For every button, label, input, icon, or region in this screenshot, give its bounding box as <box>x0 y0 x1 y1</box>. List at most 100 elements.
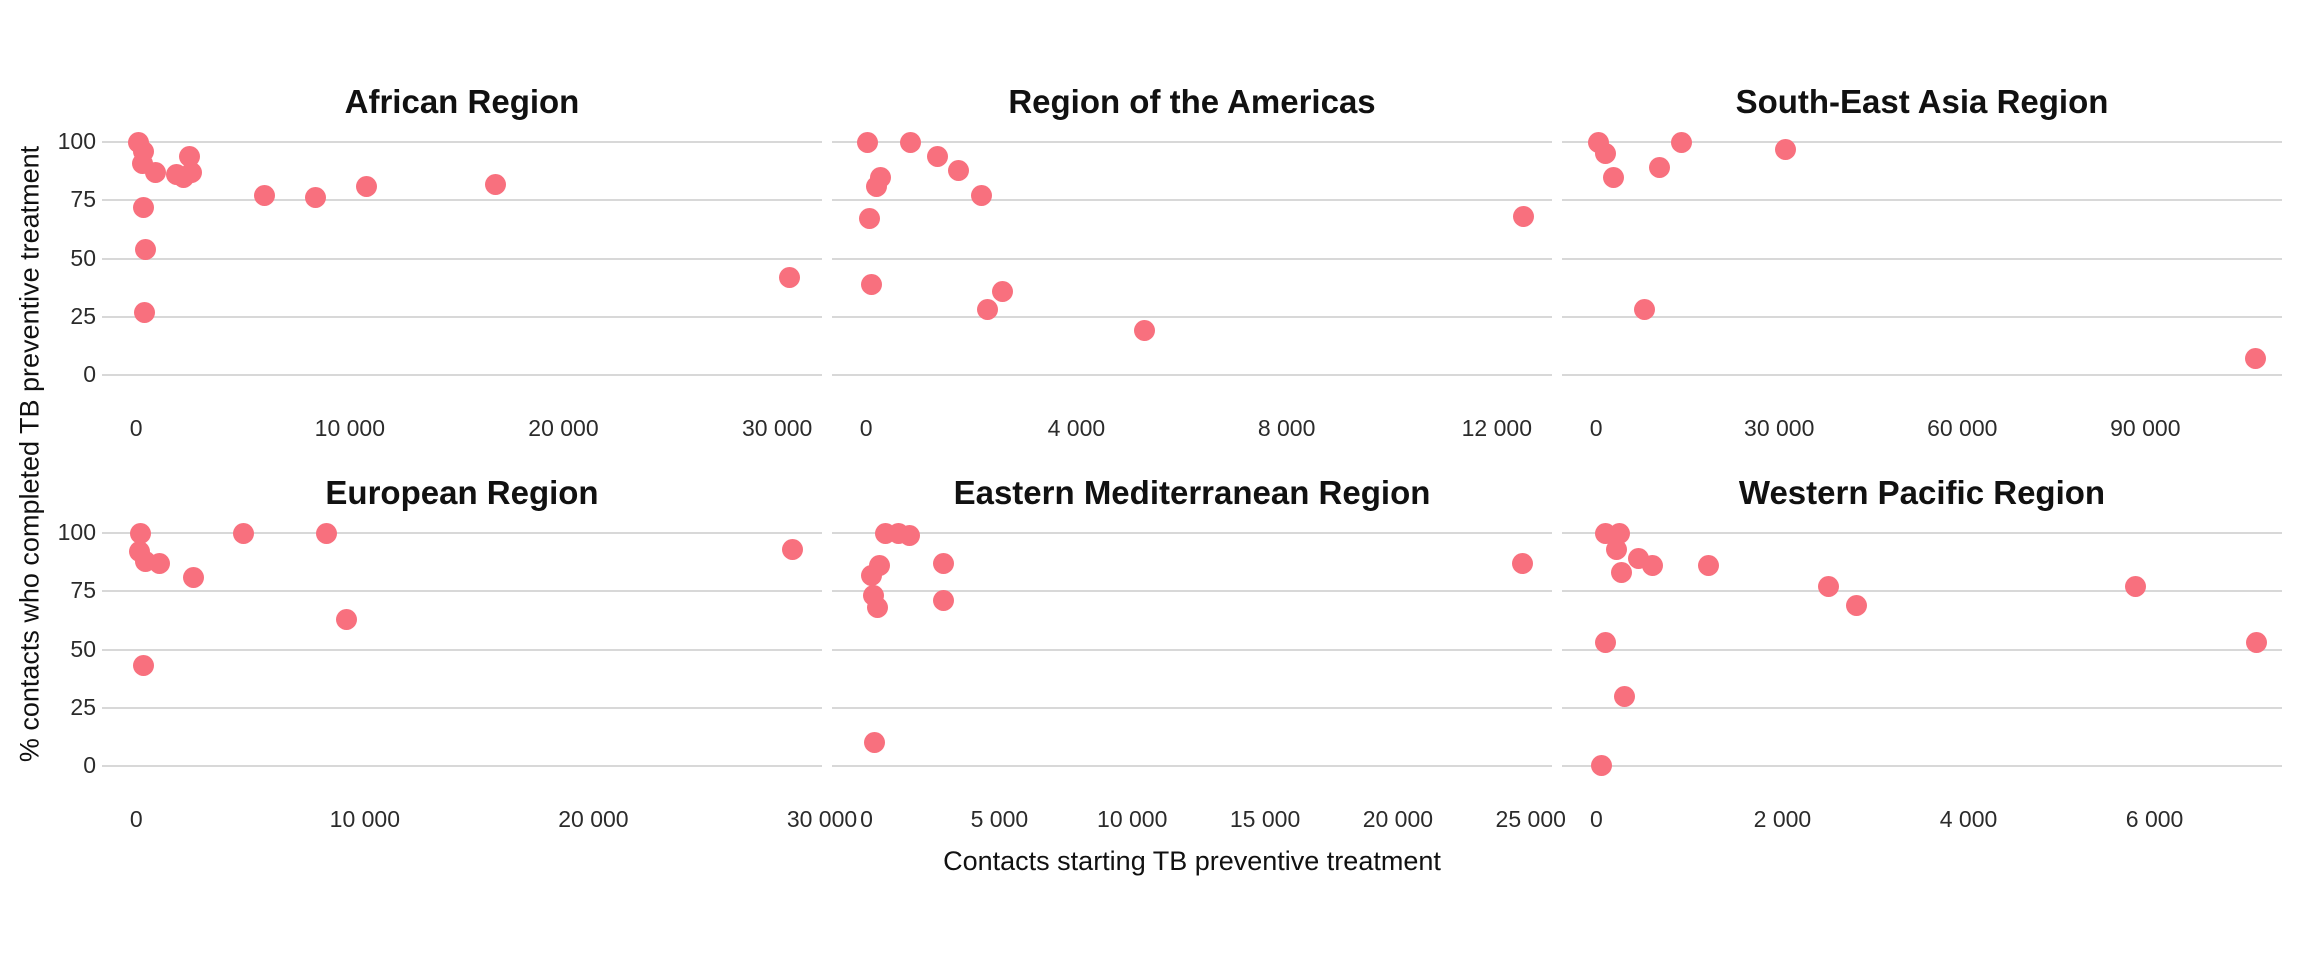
data-point <box>130 522 152 544</box>
data-point <box>253 185 275 207</box>
data-point <box>861 564 883 586</box>
data-point <box>1671 131 1693 153</box>
y-gridline <box>1562 648 2282 651</box>
x-tick-label: 0 <box>129 415 143 441</box>
facet-title: Western Pacific Region <box>1738 474 2106 511</box>
facet-title: Region of the Americas <box>1008 83 1376 120</box>
y-tick-label: 25 <box>70 693 96 720</box>
x-tick-label: 10 000 <box>329 806 401 832</box>
data-point <box>992 280 1014 302</box>
data-point <box>233 522 255 544</box>
data-point <box>484 173 506 195</box>
data-point <box>1602 166 1624 188</box>
x-tick-label: 30 000 <box>786 806 858 832</box>
x-tick-label: 30 000 <box>741 415 813 441</box>
data-point <box>1594 143 1616 165</box>
data-point <box>933 590 955 612</box>
data-point <box>1512 552 1534 574</box>
data-point <box>781 538 803 560</box>
data-point <box>148 552 170 574</box>
y-gridline <box>832 141 1552 144</box>
y-gridline <box>102 257 822 260</box>
data-point <box>857 131 879 153</box>
data-point <box>134 301 156 323</box>
y-gridline <box>102 590 822 593</box>
data-point <box>866 175 888 197</box>
y-gridline <box>832 706 1552 709</box>
facet-title: African Region <box>344 83 580 120</box>
y-gridline <box>1562 373 2282 376</box>
data-point <box>859 208 881 230</box>
data-point <box>2246 632 2268 654</box>
y-gridline <box>832 532 1552 535</box>
y-tick-label: 0 <box>83 360 96 387</box>
y-tick-label: 100 <box>57 519 96 546</box>
data-point <box>1634 299 1656 321</box>
x-tick-label: 0 <box>860 806 873 832</box>
x-tick-label: 8 000 <box>1257 415 1316 441</box>
data-point <box>1697 555 1719 577</box>
x-tick-label: 0 <box>1590 806 1603 832</box>
data-point <box>779 266 801 288</box>
data-point <box>1818 576 1840 598</box>
data-point <box>1774 138 1796 160</box>
y-tick-label: 75 <box>70 186 96 213</box>
y-tick-label: 25 <box>70 302 96 329</box>
x-tick-label: 10 000 <box>314 415 386 441</box>
y-gridline <box>102 764 822 767</box>
y-gridline <box>1562 199 2282 202</box>
y-axis-title: % contacts who completed TB preventive t… <box>14 145 45 763</box>
x-tick-label: 12 000 <box>1461 415 1532 441</box>
data-point <box>933 552 955 574</box>
x-tick-label: 15 000 <box>1229 806 1301 832</box>
x-tick-label: 20 000 <box>558 806 629 832</box>
x-tick-label: 10 000 <box>1097 806 1168 832</box>
x-tick-label: 4 000 <box>1047 415 1106 441</box>
y-gridline <box>102 141 822 144</box>
y-tick-label: 100 <box>57 128 96 155</box>
data-point <box>132 655 154 677</box>
data-point <box>866 597 888 619</box>
data-point <box>135 238 157 260</box>
y-tick-label: 50 <box>70 635 96 662</box>
facet-title: South-East Asia Region <box>1735 83 2109 120</box>
y-gridline <box>1562 590 2282 593</box>
data-point <box>2244 348 2266 370</box>
data-point <box>1649 157 1671 179</box>
y-gridline <box>832 648 1552 651</box>
data-point <box>179 145 201 167</box>
data-point <box>861 273 883 295</box>
y-gridline <box>832 199 1552 202</box>
data-point <box>305 187 327 209</box>
data-point <box>1606 538 1628 560</box>
y-gridline <box>102 648 822 651</box>
x-tick-label: 20 000 <box>528 415 599 441</box>
data-point <box>947 159 969 181</box>
x-tick-label: 0 <box>859 415 873 441</box>
x-tick-label: 25 000 <box>1495 806 1566 832</box>
x-tick-label: 0 <box>129 806 143 832</box>
y-gridline <box>102 532 822 535</box>
y-gridline <box>102 706 822 709</box>
y-gridline <box>1562 257 2282 260</box>
data-point <box>1595 632 1617 654</box>
data-point <box>1641 555 1663 577</box>
x-tick-label: 4 000 <box>1939 806 1998 832</box>
data-point <box>181 161 203 183</box>
data-point <box>356 175 378 197</box>
facet-title: European Region <box>325 474 599 511</box>
x-axis-title: Contacts starting TB preventive treatmen… <box>943 846 1441 876</box>
data-point <box>336 608 358 630</box>
data-point <box>900 131 922 153</box>
data-point <box>926 145 948 167</box>
x-tick-label: 5 000 <box>970 806 1029 832</box>
data-point <box>1611 562 1633 584</box>
data-point <box>1846 594 1868 616</box>
y-gridline <box>832 257 1552 260</box>
data-point <box>315 522 337 544</box>
data-point <box>1590 755 1612 777</box>
x-tick-label: 0 <box>1589 415 1603 441</box>
y-gridline <box>832 315 1552 318</box>
data-point <box>971 185 993 207</box>
